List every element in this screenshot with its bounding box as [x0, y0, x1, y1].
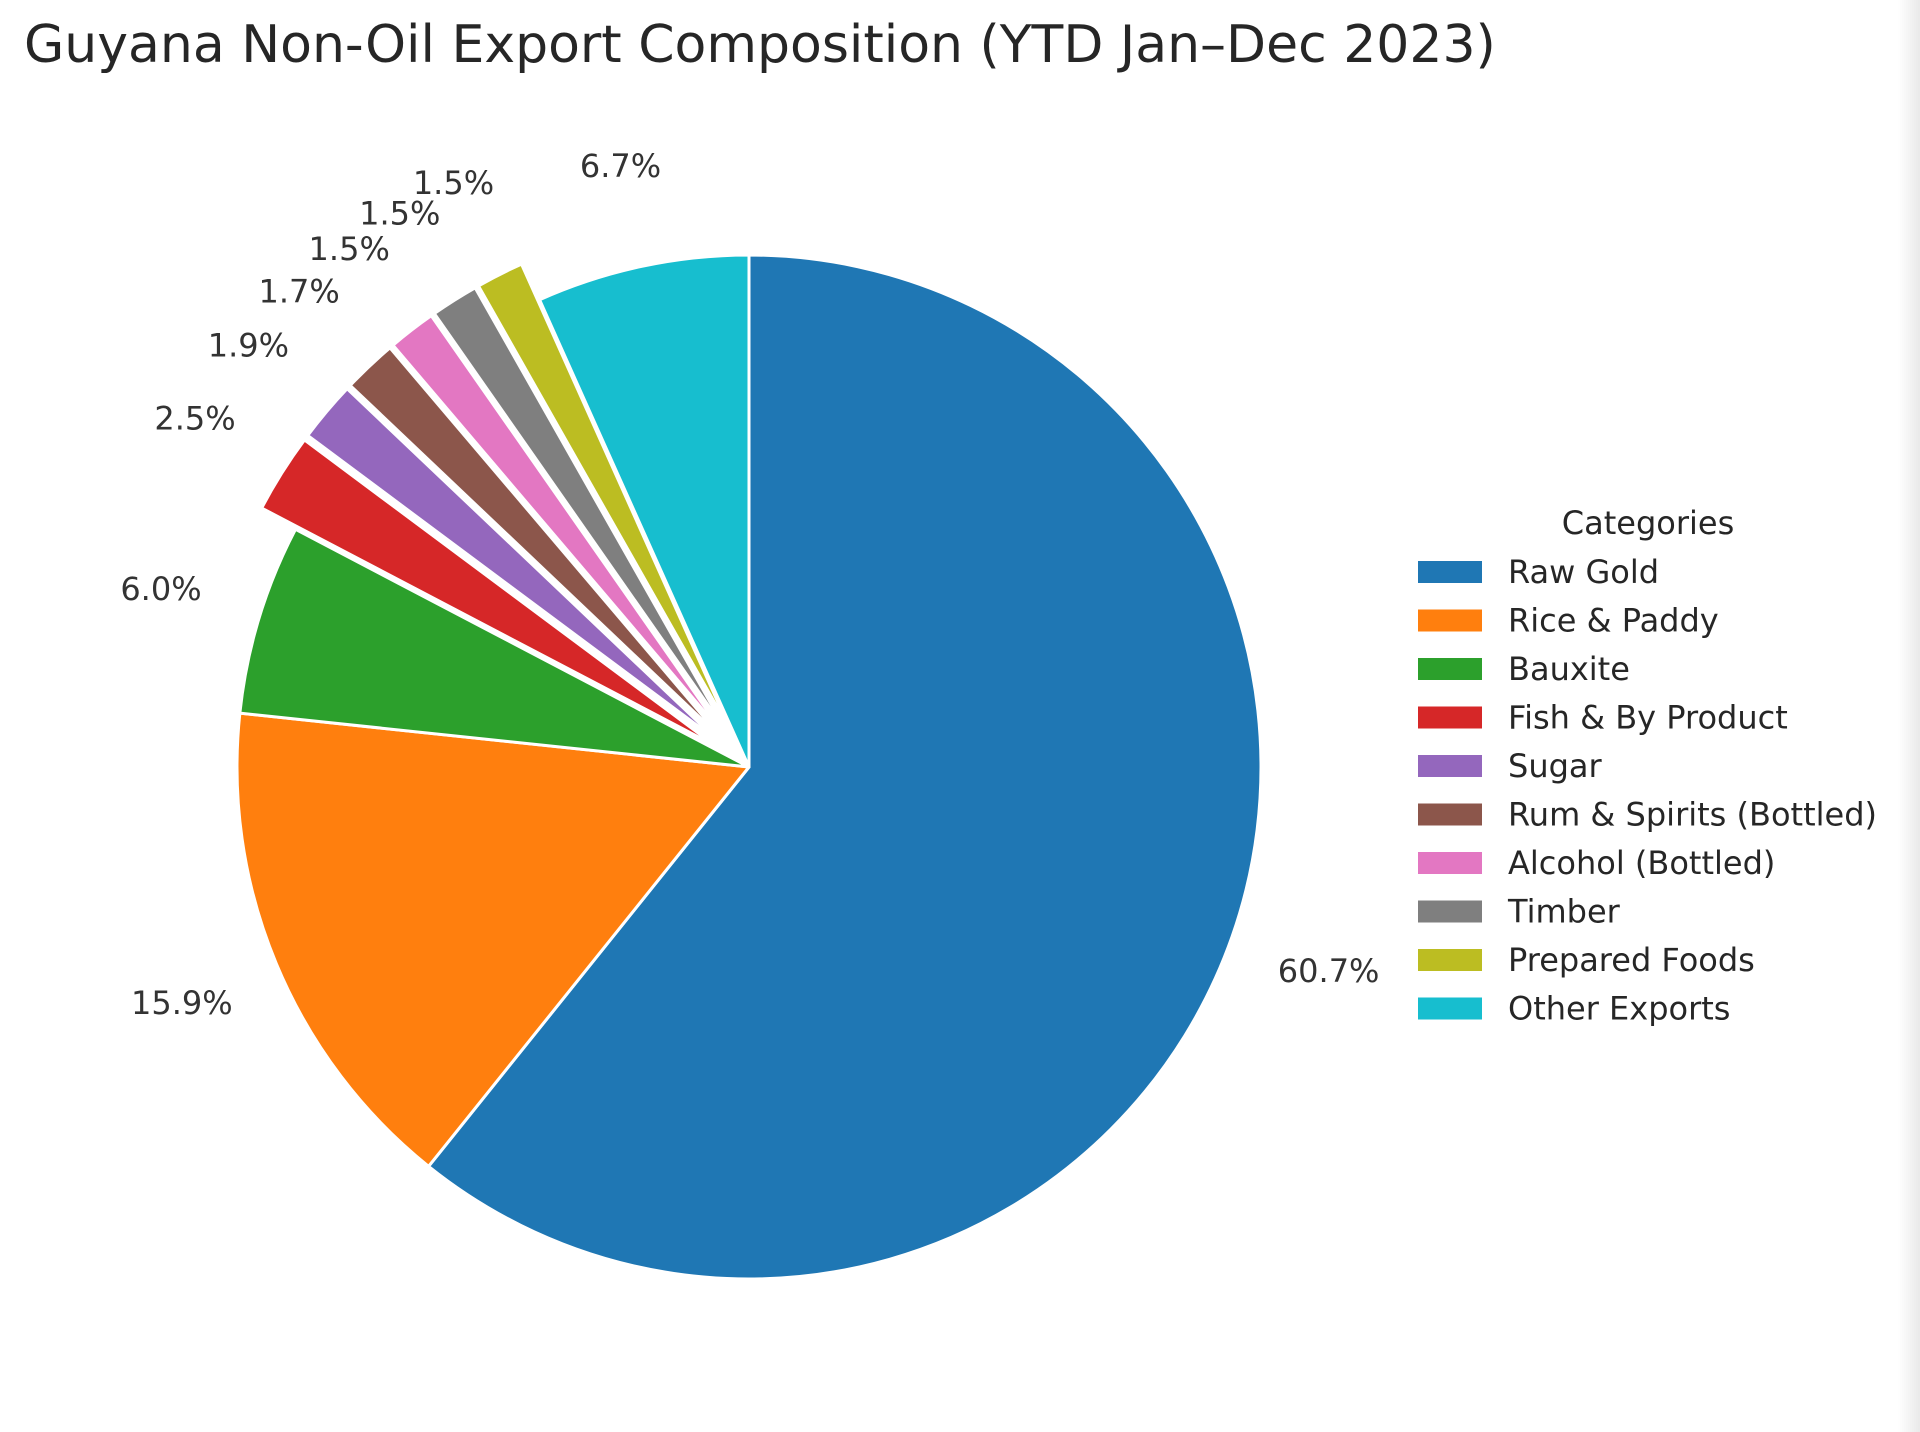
pie-labels: 60.7%15.9%6.0%2.5%1.9%1.7%1.5%1.5%1.5% 6.…	[120, 147, 1379, 1022]
pie-slice-prepared-foods	[476, 262, 733, 733]
pie-slices	[235, 253, 1263, 1281]
pie-slice-rum-spirits-bottled	[348, 346, 724, 740]
legend-entry-label: Prepared Foods	[1508, 941, 1755, 979]
pie-label: 6.7%	[580, 147, 661, 185]
chart-title: Guyana Non-Oil Export Composition (YTD J…	[24, 15, 1496, 75]
legend-swatch	[1418, 755, 1482, 777]
legend-title: Categories	[1562, 504, 1734, 542]
pie-slice-raw-gold	[427, 253, 1263, 1281]
legend-entry-label: Rum & Spirits (Bottled)	[1508, 796, 1877, 834]
pie-label: 60.7%	[1278, 952, 1380, 990]
legend: Categories Raw Gold Rice & Paddy Bauxite Fi…	[1418, 504, 1877, 1028]
pie-slice-rice-paddy	[235, 711, 751, 1168]
pie-label: 1.9%	[208, 327, 289, 365]
pie-label: 1.7%	[259, 273, 340, 311]
pie-slice-fish-by-product	[260, 438, 717, 748]
legend-entry-label: Timber	[1507, 893, 1621, 931]
legend-items: Raw Gold Rice & Paddy Bauxite Fish & By Pro…	[1418, 553, 1877, 1028]
pie-label: 1.5%	[413, 164, 494, 202]
legend-swatch	[1418, 706, 1482, 729]
legend-swatch	[1418, 949, 1482, 971]
pie-slice-alcohol-bottled	[391, 314, 727, 737]
pie-slice-other-exports	[538, 253, 751, 769]
pie-label: 2.5%	[154, 400, 235, 438]
pie-slice-sugar	[306, 387, 720, 743]
legend-swatch	[1418, 803, 1482, 826]
legend-swatch	[1418, 609, 1482, 632]
legend-entry-label: Raw Gold	[1508, 553, 1659, 591]
pie-slice-timber	[432, 286, 730, 735]
legend-swatch	[1418, 852, 1482, 874]
legend-entry-label: Alcohol (Bottled)	[1508, 844, 1775, 882]
pie-slice-bauxite	[238, 527, 751, 769]
pie-label: 1.5%	[359, 195, 440, 233]
legend-entry-label: Sugar	[1508, 747, 1603, 785]
pie-label: 1.5%	[309, 230, 390, 268]
pie-label: 15.9%	[131, 984, 233, 1022]
legend-swatch	[1418, 658, 1482, 680]
legend-entry-label: Rice & Paddy	[1508, 602, 1719, 640]
legend-swatch	[1418, 997, 1482, 1020]
legend-entry-label: Fish & By Product	[1508, 699, 1788, 737]
legend-swatch	[1418, 900, 1482, 923]
pie-label: 6.0%	[120, 570, 201, 608]
legend-entry-label: Other Exports	[1508, 990, 1730, 1028]
legend-entry-label: Bauxite	[1508, 650, 1630, 688]
legend-swatch	[1418, 561, 1482, 583]
window-edge	[1898, 0, 1920, 1432]
